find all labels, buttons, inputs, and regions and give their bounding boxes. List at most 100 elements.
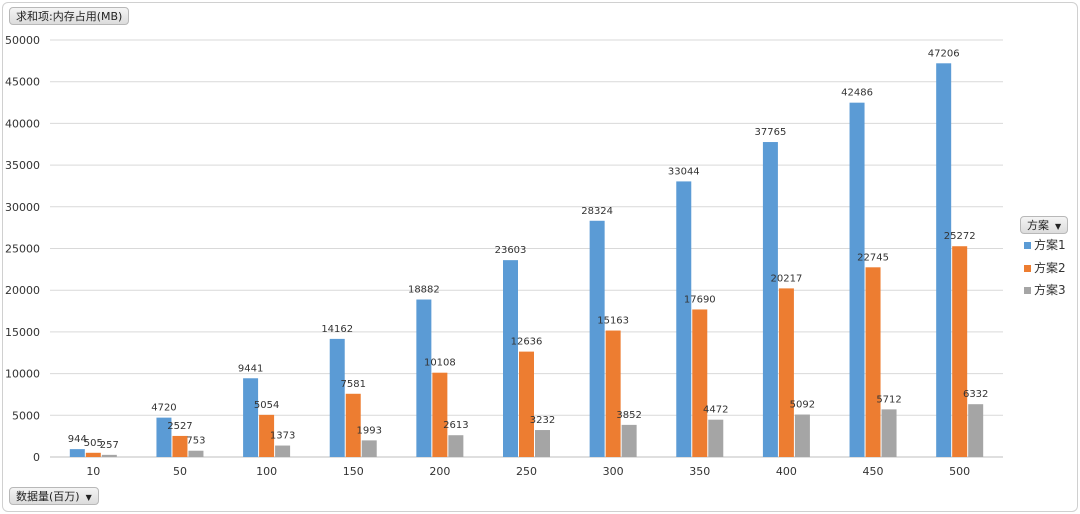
- data-label: 33044: [668, 166, 700, 177]
- x-tick-label: 300: [603, 465, 624, 478]
- data-label: 20217: [771, 273, 803, 284]
- x-tick-label: 400: [776, 465, 797, 478]
- data-label: 5054: [254, 400, 279, 411]
- data-label: 1373: [270, 431, 295, 442]
- legend-item-series-3: 方案3: [1024, 281, 1066, 298]
- bar-series-2: [172, 435, 188, 457]
- data-label: 47206: [928, 48, 960, 59]
- y-tick-label: 50000: [5, 34, 40, 47]
- data-label: 5092: [790, 400, 815, 411]
- data-label: 18882: [408, 285, 440, 296]
- row-field-label: 数据量(百万): [16, 490, 80, 503]
- legend-field-button[interactable]: 方案 ▼: [1020, 216, 1069, 234]
- data-label: 944: [68, 434, 87, 445]
- x-tick-label: 50: [173, 465, 187, 478]
- data-label: 3852: [616, 410, 641, 421]
- y-tick-label: 20000: [5, 284, 40, 297]
- data-label: 23603: [495, 245, 527, 256]
- bar-series-1: [762, 142, 778, 457]
- bar-series-2: [432, 372, 448, 457]
- y-tick-label: 45000: [5, 76, 40, 89]
- bar-series-3: [881, 409, 897, 457]
- x-tick-label: 450: [863, 465, 884, 478]
- data-label: 257: [100, 440, 119, 451]
- x-tick-label: 500: [949, 465, 970, 478]
- bar-series-3: [275, 445, 291, 457]
- bar-series-3: [101, 454, 117, 457]
- bar-series-1: [676, 181, 692, 458]
- bar-series-2: [259, 414, 275, 457]
- bar-series-2: [519, 351, 534, 457]
- row-field-button[interactable]: 数据量(百万) ▼: [9, 487, 99, 505]
- data-label: 753: [186, 436, 205, 447]
- y-tick-label: 0: [33, 451, 40, 464]
- x-tick-label: 250: [516, 465, 537, 478]
- data-label: 2613: [443, 420, 468, 431]
- bar-series-3: [794, 414, 810, 457]
- data-label: 505: [84, 438, 103, 449]
- data-label: 14162: [321, 324, 353, 335]
- data-label: 12636: [511, 337, 543, 348]
- legend-label: 方案3: [1034, 283, 1066, 297]
- y-tick-label: 40000: [5, 117, 40, 130]
- bar-series-2: [85, 452, 101, 457]
- data-label: 42486: [841, 88, 873, 99]
- bar-series-1: [416, 299, 432, 457]
- data-label: 17690: [684, 294, 716, 305]
- bar-series-3: [621, 424, 637, 457]
- y-tick-label: 15000: [5, 326, 40, 339]
- legend-swatch-icon: [1024, 287, 1031, 294]
- data-label: 25272: [944, 231, 976, 242]
- bar-series-3: [188, 450, 204, 457]
- bar-series-1: [849, 102, 865, 458]
- bar-series-3: [708, 419, 724, 457]
- y-tick-label: 35000: [5, 159, 40, 172]
- dropdown-arrow-icon[interactable]: ▼: [85, 493, 92, 502]
- legend-item-series-2: 方案2: [1024, 259, 1066, 276]
- legend-field-label: 方案: [1027, 219, 1049, 232]
- bar-series-3: [448, 435, 464, 457]
- values-field-button[interactable]: 求和项:内存占用(MB): [9, 7, 130, 25]
- y-tick-label: 25000: [5, 243, 40, 256]
- data-label: 4720: [151, 403, 176, 414]
- legend-swatch-icon: [1024, 242, 1031, 249]
- data-label: 6332: [963, 389, 988, 400]
- bar-series-1: [243, 378, 259, 457]
- bar-series-2: [345, 393, 361, 457]
- x-tick-label: 350: [689, 465, 710, 478]
- data-label: 22745: [857, 252, 889, 263]
- bar-series-2: [605, 330, 621, 457]
- bar-series-2: [865, 267, 881, 457]
- y-tick-label: 10000: [5, 368, 40, 381]
- legend-item-series-1: 方案1: [1024, 236, 1066, 253]
- data-label: 2527: [167, 421, 192, 432]
- bar-series-2: [952, 246, 968, 457]
- data-label: 28324: [581, 206, 613, 217]
- bar-series-1: [589, 220, 605, 457]
- bar-series-1: [936, 63, 952, 457]
- legend-label: 方案1: [1034, 238, 1066, 252]
- bar-series-3: [535, 430, 550, 457]
- data-label: 15163: [597, 316, 629, 327]
- data-label: 5712: [876, 394, 901, 405]
- legend-swatch-icon: [1024, 265, 1031, 272]
- bar-series-3: [361, 440, 377, 457]
- data-label: 1993: [357, 425, 382, 436]
- data-label: 3232: [530, 415, 555, 426]
- bar-series-2: [778, 288, 794, 457]
- data-label: 7581: [341, 379, 366, 390]
- x-tick-label: 10: [86, 465, 100, 478]
- data-label: 10108: [424, 358, 456, 369]
- legend-label: 方案2: [1034, 261, 1066, 275]
- bar-series-1: [69, 449, 85, 457]
- dropdown-arrow-icon[interactable]: ▼: [1055, 222, 1062, 231]
- values-field-label: 求和项:内存占用(MB): [16, 10, 123, 23]
- bar-series-3: [968, 404, 984, 457]
- data-label: 37765: [755, 127, 787, 138]
- bar-series-1: [329, 338, 345, 457]
- bar-series-2: [692, 309, 708, 457]
- x-tick-label: 200: [429, 465, 450, 478]
- y-tick-label: 5000: [12, 409, 40, 422]
